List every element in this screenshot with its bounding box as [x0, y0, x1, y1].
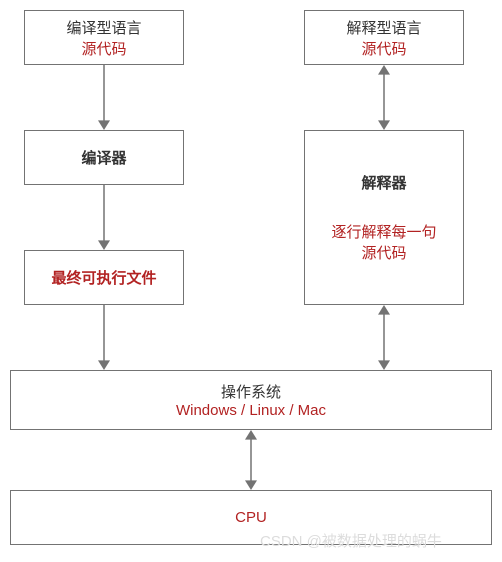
box-cpu: CPU: [10, 490, 492, 545]
label-compiled-lang: 编译型语言: [66, 17, 141, 38]
box-operating-system: 操作系统 Windows / Linux / Mac: [10, 370, 492, 430]
label-source-code: 源代码: [81, 38, 126, 59]
label-interpret-desc-1: 逐行解释每一句: [331, 221, 436, 242]
label-executable: 最终可执行文件: [51, 267, 156, 288]
label-os-list: Windows / Linux / Mac: [176, 402, 326, 419]
box-executable: 最终可执行文件: [24, 250, 184, 305]
label-source-code-2: 源代码: [361, 38, 406, 59]
box-compiler: 编译器: [24, 130, 184, 185]
label-compiler: 编译器: [81, 147, 126, 168]
label-interpreter: 解释器: [361, 172, 406, 193]
label-interpret-desc-2: 源代码: [361, 242, 406, 263]
label-cpu: CPU: [235, 509, 267, 526]
label-interpreted-lang: 解释型语言: [346, 17, 421, 38]
label-os: 操作系统: [221, 381, 281, 402]
box-interpreted-source: 解释型语言 源代码: [304, 10, 464, 65]
box-interpreter: 解释器 逐行解释每一句 源代码: [304, 130, 464, 305]
box-compiled-source: 编译型语言 源代码: [24, 10, 184, 65]
